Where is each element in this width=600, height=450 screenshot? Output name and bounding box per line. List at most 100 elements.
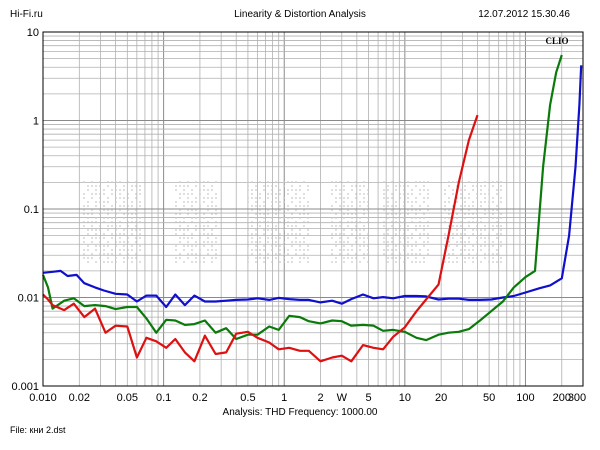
watermark-dot [419, 221, 421, 223]
watermark-dot [452, 181, 454, 183]
watermark-dot [339, 197, 341, 199]
watermark-dot [271, 189, 273, 191]
watermark-dot [468, 237, 470, 239]
watermark-dot [99, 253, 101, 255]
watermark-dot [115, 225, 117, 227]
watermark-dot [215, 253, 217, 255]
watermark-dot [363, 225, 365, 227]
watermark-dot [275, 185, 277, 187]
watermark-dot [411, 253, 413, 255]
watermark-dot [415, 257, 417, 259]
watermark-dot [399, 257, 401, 259]
watermark-dot [488, 201, 490, 203]
watermark-dot [347, 213, 349, 215]
watermark-dot [107, 213, 109, 215]
watermark-dot [127, 237, 129, 239]
watermark-dot [363, 181, 365, 183]
watermark-dot [403, 221, 405, 223]
watermark-dot [247, 233, 249, 235]
watermark-dot [279, 245, 281, 247]
watermark-dot [464, 205, 466, 207]
y-tick-label: 0.01 [18, 293, 39, 305]
watermark-dot [211, 249, 213, 251]
watermark-dot [123, 261, 125, 263]
watermark-dot [199, 221, 201, 223]
watermark-dot [215, 225, 217, 227]
watermark-dot [127, 249, 129, 251]
watermark-dot [291, 225, 293, 227]
watermark-dot [195, 197, 197, 199]
watermark-dot [99, 181, 101, 183]
watermark-dot [476, 225, 478, 227]
watermark-dot [211, 189, 213, 191]
watermark-dot [299, 205, 301, 207]
watermark-dot [448, 213, 450, 215]
watermark-dot [107, 245, 109, 247]
watermark-dot [411, 189, 413, 191]
watermark-dot [215, 249, 217, 251]
watermark-dot [395, 245, 397, 247]
watermark-dot [279, 221, 281, 223]
watermark-dot [135, 193, 137, 195]
watermark-dot [359, 221, 361, 223]
watermark-dot [448, 245, 450, 247]
watermark-dot [279, 253, 281, 255]
watermark-dot [299, 233, 301, 235]
watermark-dot [395, 229, 397, 231]
watermark-dot [472, 201, 474, 203]
watermark-dot [207, 237, 209, 239]
app-title: Hi-Fi.ru [10, 9, 43, 20]
watermark-dot [131, 217, 133, 219]
watermark-dot [91, 213, 93, 215]
watermark-dot [103, 209, 105, 211]
watermark-dot [444, 217, 446, 219]
watermark-dot [187, 257, 189, 259]
watermark-dot [119, 233, 121, 235]
watermark-dot [275, 237, 277, 239]
watermark-dot [355, 209, 357, 211]
watermark-dot [99, 225, 101, 227]
file-name: File: кни 2.dst [10, 425, 66, 435]
watermark-dot [251, 193, 253, 195]
watermark-dot [199, 181, 201, 183]
watermark-dot [259, 197, 261, 199]
watermark-dot [295, 181, 297, 183]
watermark-dot [391, 241, 393, 243]
watermark-dot [191, 209, 193, 211]
watermark-dot [500, 261, 502, 263]
watermark-dot [191, 221, 193, 223]
watermark-dot [291, 229, 293, 231]
watermark-dot [215, 197, 217, 199]
watermark-dot [464, 217, 466, 219]
watermark-dot [351, 229, 353, 231]
watermark-dot [367, 189, 369, 191]
watermark-dot [83, 209, 85, 211]
watermark-dot [419, 181, 421, 183]
watermark-dot [283, 217, 285, 219]
watermark-dot [111, 225, 113, 227]
watermark-dot [131, 221, 133, 223]
watermark-dot [111, 249, 113, 251]
watermark-dot [87, 221, 89, 223]
watermark-dot [347, 181, 349, 183]
watermark-dot [211, 233, 213, 235]
watermark-dot [119, 249, 121, 251]
watermark-dot [195, 185, 197, 187]
watermark-dot [500, 213, 502, 215]
watermark-dot [488, 205, 490, 207]
watermark-dot [123, 233, 125, 235]
watermark-dot [464, 257, 466, 259]
watermark-dot [419, 225, 421, 227]
watermark-dot [367, 205, 369, 207]
watermark-dot [415, 261, 417, 263]
watermark-dot [444, 233, 446, 235]
watermark-dot [423, 229, 425, 231]
watermark-dot [287, 225, 289, 227]
watermark-dot [307, 261, 309, 263]
watermark-dot [448, 197, 450, 199]
watermark-dot [123, 229, 125, 231]
watermark-dot [103, 205, 105, 207]
watermark-dot [484, 181, 486, 183]
watermark-dot [247, 197, 249, 199]
watermark-dot [287, 217, 289, 219]
